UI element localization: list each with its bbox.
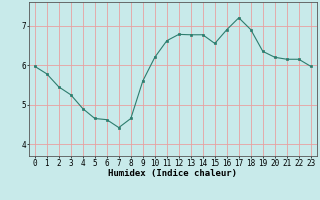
- X-axis label: Humidex (Indice chaleur): Humidex (Indice chaleur): [108, 169, 237, 178]
